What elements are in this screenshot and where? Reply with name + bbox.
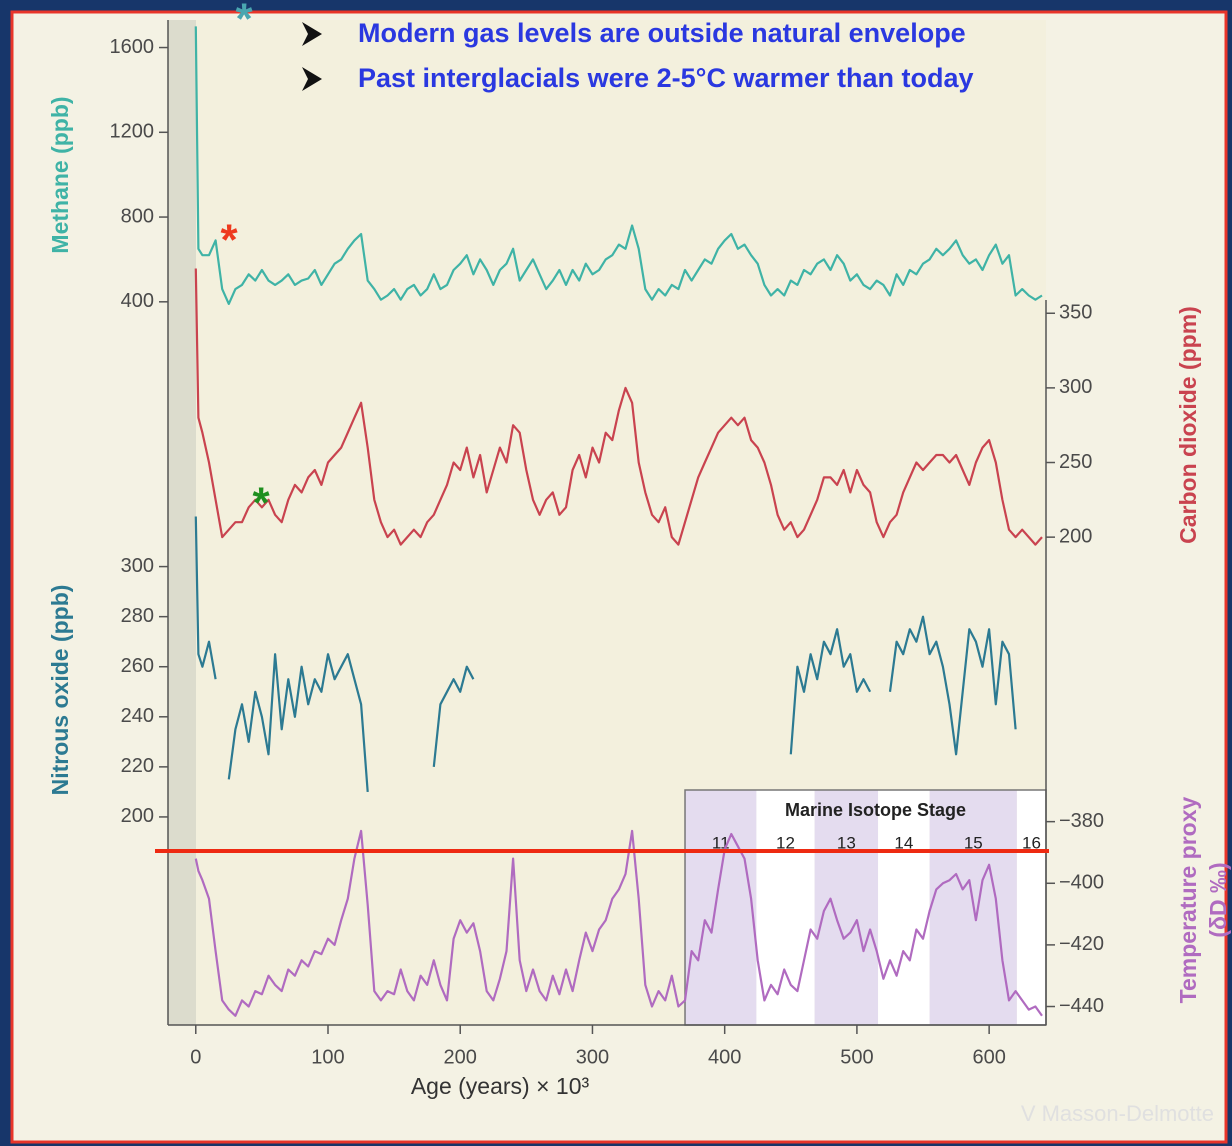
y-tick-label: 1600 (110, 36, 155, 58)
bullet-arrow (302, 67, 322, 91)
series-line (194, 268, 1043, 546)
bullet-text: Modern gas levels are outside natural en… (358, 18, 966, 48)
y-tick-label: 350 (1059, 302, 1092, 324)
stage-label: 12 (776, 833, 795, 852)
stage-band (685, 790, 757, 1025)
bullet-arrow (302, 22, 322, 46)
y-tick-label: 400 (121, 290, 154, 312)
stage-title: Marine Isotope Stage (785, 800, 966, 820)
y-axis-label: Temperature proxy (1175, 796, 1201, 1003)
x-tick-label: 500 (840, 1046, 873, 1068)
stage-band (878, 790, 930, 1025)
stage-band (814, 790, 879, 1025)
x-tick-label: 400 (708, 1046, 741, 1068)
y-tick-label: 300 (121, 555, 154, 577)
y-tick-label: −440 (1059, 995, 1104, 1017)
y-tick-label: 200 (1059, 525, 1092, 547)
y-tick-label: 260 (121, 655, 154, 677)
x-tick-label: 300 (576, 1046, 609, 1068)
x-tick-label: 600 (972, 1046, 1005, 1068)
y-axis-label: Carbon dioxide (ppm) (1175, 306, 1201, 544)
bullet-text: Past interglacials were 2-5°C warmer tha… (358, 63, 974, 93)
asterisk: * (235, 0, 253, 44)
asterisk: * (220, 216, 238, 265)
y-axis-label: (δD ‰) (1205, 862, 1231, 937)
y-tick-label: 200 (121, 805, 154, 827)
y-tick-label: −380 (1059, 810, 1104, 832)
stage-band (756, 790, 815, 1025)
series-line (194, 26, 1043, 305)
asterisk: * (252, 479, 270, 528)
series-line (194, 829, 1043, 1017)
y-tick-label: 1200 (110, 121, 155, 143)
x-axis-label: Age (years) × 10³ (411, 1073, 590, 1099)
series-line (194, 516, 1017, 792)
axes: 0 100 200 300 400 500 600 Age (years) × 10³ 400 8… (47, 20, 1231, 1099)
y-tick-label: 800 (121, 205, 154, 227)
holocene-strip (168, 20, 196, 1025)
stage-label: 14 (894, 833, 913, 852)
x-tick-label: 100 (311, 1046, 344, 1068)
stage-band (1016, 790, 1046, 1025)
x-tick-label: 200 (444, 1046, 477, 1068)
y-tick-label: 250 (1059, 451, 1092, 473)
y-tick-label: 220 (121, 755, 154, 777)
y-tick-label: 240 (121, 705, 154, 727)
stage-label: 15 (964, 833, 983, 852)
y-tick-label: −420 (1059, 933, 1104, 955)
x-tick-label: 0 (190, 1046, 201, 1068)
stage-label: 16 (1022, 833, 1041, 852)
y-tick-label: 280 (121, 605, 154, 627)
y-tick-label: 300 (1059, 376, 1092, 398)
series-lines (194, 26, 1043, 1017)
y-tick-label: −400 (1059, 872, 1104, 894)
stage-label: 13 (837, 833, 856, 852)
y-axis-label: Methane (ppb) (47, 96, 73, 253)
credit: V Masson-Delmotte (1021, 1101, 1214, 1126)
y-axis-label: Nitrous oxide (ppb) (47, 585, 73, 796)
